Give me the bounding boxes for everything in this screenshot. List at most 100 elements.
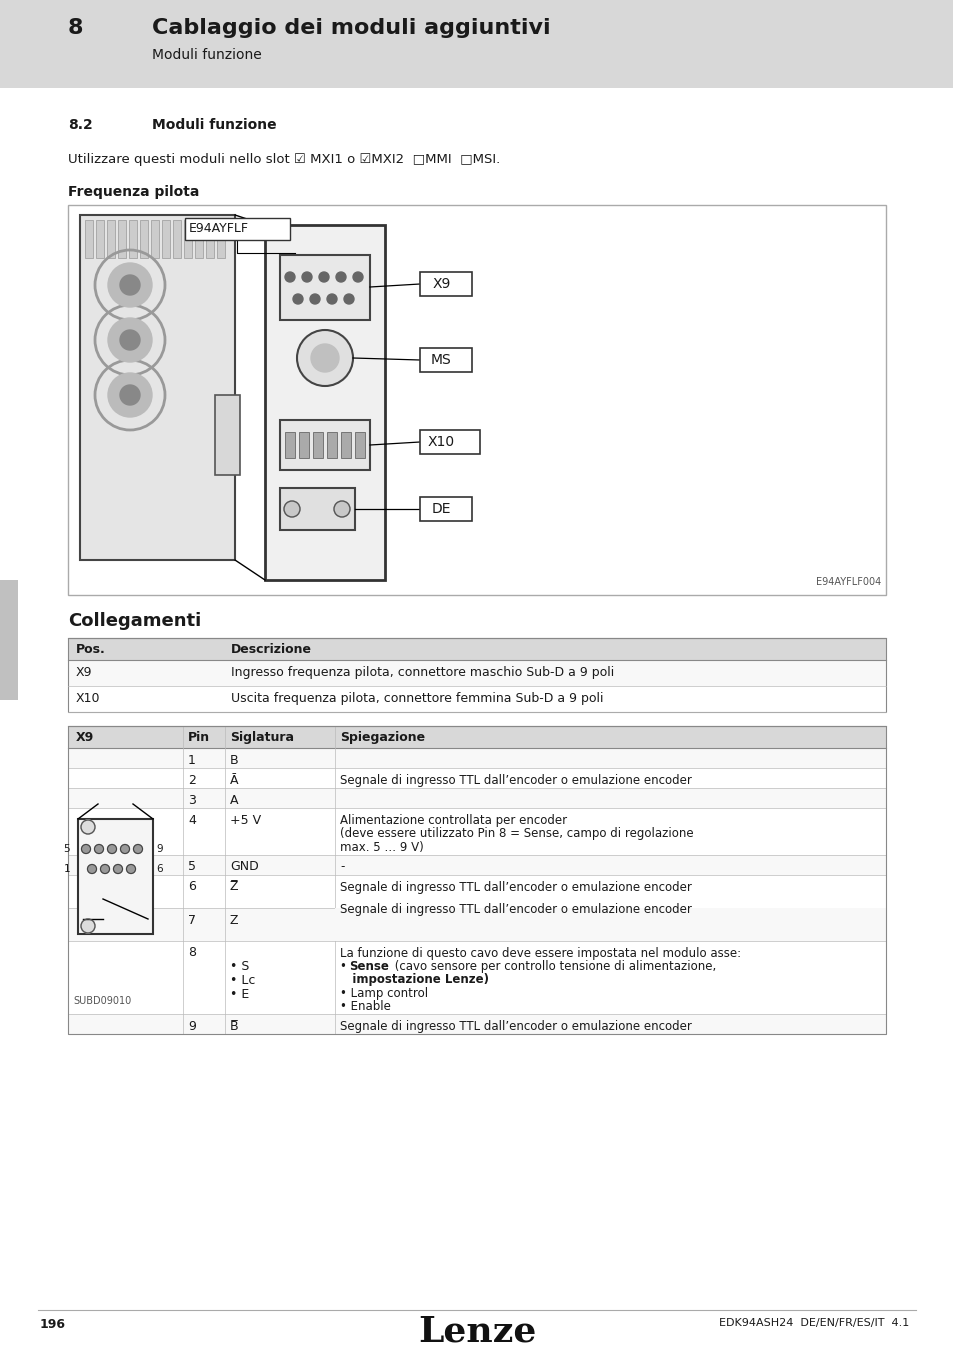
Bar: [68, 809, 885, 855]
Bar: [327, 432, 336, 458]
Circle shape: [113, 864, 122, 873]
Text: 3: 3: [188, 794, 195, 807]
Text: Pin: Pin: [188, 730, 210, 744]
Circle shape: [334, 501, 350, 517]
Circle shape: [100, 864, 110, 873]
Bar: [80, 215, 234, 560]
Bar: [68, 1014, 885, 1034]
Bar: [194, 220, 203, 258]
Circle shape: [108, 263, 152, 306]
Bar: [78, 819, 152, 934]
Circle shape: [133, 845, 142, 853]
Bar: [151, 220, 159, 258]
Text: B: B: [230, 755, 238, 767]
Bar: [118, 220, 126, 258]
Text: 5: 5: [63, 844, 70, 855]
Bar: [206, 220, 213, 258]
Bar: [0, 580, 18, 701]
Circle shape: [108, 845, 116, 853]
Text: Ingresso frequenza pilota, connettore maschio Sub-D a 9 poli: Ingresso frequenza pilota, connettore ma…: [231, 666, 614, 679]
Text: Lenze: Lenze: [417, 1315, 536, 1349]
Bar: [85, 220, 92, 258]
Text: Pos.: Pos.: [76, 643, 106, 656]
Text: E94AYFLF004: E94AYFLF004: [815, 576, 880, 587]
Text: SUBD09010: SUBD09010: [73, 996, 132, 1006]
Text: 9: 9: [156, 844, 162, 855]
Bar: [68, 907, 885, 941]
Bar: [68, 875, 885, 907]
Circle shape: [127, 864, 135, 873]
Bar: [68, 788, 885, 809]
Bar: [335, 907, 885, 941]
Bar: [162, 220, 170, 258]
Bar: [419, 431, 479, 454]
Bar: [216, 220, 225, 258]
Text: X10: X10: [76, 693, 100, 705]
Bar: [172, 220, 181, 258]
Circle shape: [81, 819, 95, 834]
Text: Alimentazione controllata per encoder: Alimentazione controllata per encoder: [339, 814, 566, 828]
Text: (cavo sensore per controllo tensione di alimentazione,: (cavo sensore per controllo tensione di …: [391, 960, 716, 973]
Bar: [68, 768, 885, 788]
Text: Ā: Ā: [230, 774, 238, 787]
Bar: [129, 220, 137, 258]
Bar: [68, 941, 885, 1014]
Bar: [419, 497, 472, 521]
Circle shape: [327, 294, 336, 304]
Text: La funzione di questo cavo deve essere impostata nel modulo asse:: La funzione di questo cavo deve essere i…: [339, 946, 740, 960]
Text: 2: 2: [188, 774, 195, 787]
Text: Moduli funzione: Moduli funzione: [152, 49, 261, 62]
Text: X10: X10: [428, 435, 455, 450]
Text: B̅: B̅: [230, 1021, 238, 1033]
Text: 8.2: 8.2: [68, 117, 92, 132]
Text: 8: 8: [188, 946, 195, 960]
Text: 6: 6: [188, 880, 195, 894]
Circle shape: [296, 329, 353, 386]
Circle shape: [318, 271, 329, 282]
Circle shape: [120, 845, 130, 853]
Text: max. 5 … 9 V): max. 5 … 9 V): [339, 841, 423, 855]
Bar: [214, 396, 240, 475]
Bar: [280, 255, 370, 320]
Text: X9: X9: [76, 730, 94, 744]
Circle shape: [81, 845, 91, 853]
Circle shape: [302, 271, 312, 282]
Bar: [68, 639, 885, 660]
Text: Segnale di ingresso TTL dall’encoder o emulazione encoder: Segnale di ingresso TTL dall’encoder o e…: [339, 774, 691, 787]
Bar: [340, 432, 351, 458]
Bar: [140, 220, 148, 258]
Text: EDK94ASH24  DE/EN/FR/ES/IT  4.1: EDK94ASH24 DE/EN/FR/ES/IT 4.1: [718, 1318, 908, 1328]
Text: • S: • S: [230, 960, 249, 973]
Text: Moduli funzione: Moduli funzione: [152, 117, 276, 132]
Text: • Enable: • Enable: [339, 1000, 391, 1014]
Text: +5 V: +5 V: [230, 814, 261, 828]
Circle shape: [310, 294, 319, 304]
Bar: [68, 660, 885, 686]
Text: X9: X9: [433, 277, 451, 292]
Text: 196: 196: [40, 1318, 66, 1331]
Circle shape: [120, 329, 140, 350]
Text: 1: 1: [63, 864, 70, 873]
Text: -: -: [339, 860, 344, 873]
Text: 8: 8: [68, 18, 84, 38]
Text: Collegamenti: Collegamenti: [68, 612, 201, 630]
Circle shape: [311, 344, 338, 373]
Circle shape: [335, 271, 346, 282]
Text: A: A: [230, 794, 238, 807]
Circle shape: [94, 845, 103, 853]
Bar: [68, 686, 885, 711]
Text: Uscita frequenza pilota, connettore femmina Sub-D a 9 poli: Uscita frequenza pilota, connettore femm…: [231, 693, 603, 705]
Text: X9: X9: [76, 666, 92, 679]
Text: 6: 6: [156, 864, 162, 873]
Text: Z̅: Z̅: [230, 880, 238, 894]
Bar: [184, 220, 192, 258]
Circle shape: [120, 385, 140, 405]
Text: Segnale di ingresso TTL dall’encoder o emulazione encoder: Segnale di ingresso TTL dall’encoder o e…: [339, 903, 691, 915]
Text: Siglatura: Siglatura: [230, 730, 294, 744]
Text: 5: 5: [188, 860, 195, 873]
Text: 7: 7: [188, 914, 195, 926]
Bar: [265, 225, 385, 580]
Bar: [313, 432, 323, 458]
Text: (deve essere utilizzato Pin 8 = Sense, campo di regolazione: (deve essere utilizzato Pin 8 = Sense, c…: [339, 828, 693, 841]
Circle shape: [344, 294, 354, 304]
